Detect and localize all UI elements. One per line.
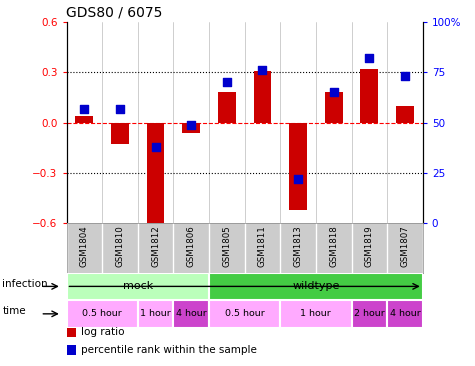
Point <box>152 144 160 150</box>
Text: GSM1805: GSM1805 <box>222 226 231 268</box>
Bar <box>254 71 271 123</box>
Point <box>294 176 302 182</box>
Bar <box>66 345 76 355</box>
Bar <box>289 123 307 210</box>
Bar <box>66 327 76 337</box>
Text: mock: mock <box>123 281 153 291</box>
Bar <box>209 273 423 300</box>
Bar <box>173 300 209 328</box>
Text: percentile rank within the sample: percentile rank within the sample <box>81 345 256 355</box>
Bar <box>361 69 378 123</box>
Text: 1 hour: 1 hour <box>301 309 331 318</box>
Text: GSM1807: GSM1807 <box>400 226 409 268</box>
Point <box>223 79 231 85</box>
Text: 0.5 hour: 0.5 hour <box>82 309 122 318</box>
Point <box>330 89 337 95</box>
Bar <box>280 300 352 328</box>
Text: GSM1804: GSM1804 <box>80 226 89 268</box>
Point <box>80 105 88 111</box>
Bar <box>352 300 387 328</box>
Text: GSM1810: GSM1810 <box>115 226 124 268</box>
Point <box>116 105 124 111</box>
Bar <box>76 116 93 123</box>
Text: 4 hour: 4 hour <box>176 309 207 318</box>
Text: 0.5 hour: 0.5 hour <box>225 309 265 318</box>
Text: GSM1819: GSM1819 <box>365 226 374 267</box>
Text: 4 hour: 4 hour <box>390 309 420 318</box>
Text: log ratio: log ratio <box>81 327 124 337</box>
Text: 1 hour: 1 hour <box>140 309 171 318</box>
Bar <box>111 123 129 145</box>
Text: GSM1806: GSM1806 <box>187 226 196 268</box>
Bar <box>387 300 423 328</box>
Bar <box>182 123 200 132</box>
Point <box>187 122 195 128</box>
Point <box>258 67 266 73</box>
Text: infection: infection <box>2 279 48 289</box>
Bar <box>396 106 414 123</box>
Point <box>401 73 408 79</box>
Text: time: time <box>2 306 26 316</box>
Bar <box>66 300 138 328</box>
Point <box>366 55 373 61</box>
Text: GDS80 / 6075: GDS80 / 6075 <box>66 5 163 19</box>
Bar <box>325 92 342 123</box>
Bar <box>209 300 280 328</box>
Bar <box>138 300 173 328</box>
Text: GSM1818: GSM1818 <box>329 226 338 268</box>
Text: GSM1811: GSM1811 <box>258 226 267 268</box>
Bar <box>218 92 236 123</box>
Text: wildtype: wildtype <box>292 281 340 291</box>
Bar <box>66 273 209 300</box>
Text: GSM1812: GSM1812 <box>151 226 160 268</box>
Text: GSM1813: GSM1813 <box>294 226 303 268</box>
Bar <box>147 123 164 227</box>
Text: 2 hour: 2 hour <box>354 309 385 318</box>
